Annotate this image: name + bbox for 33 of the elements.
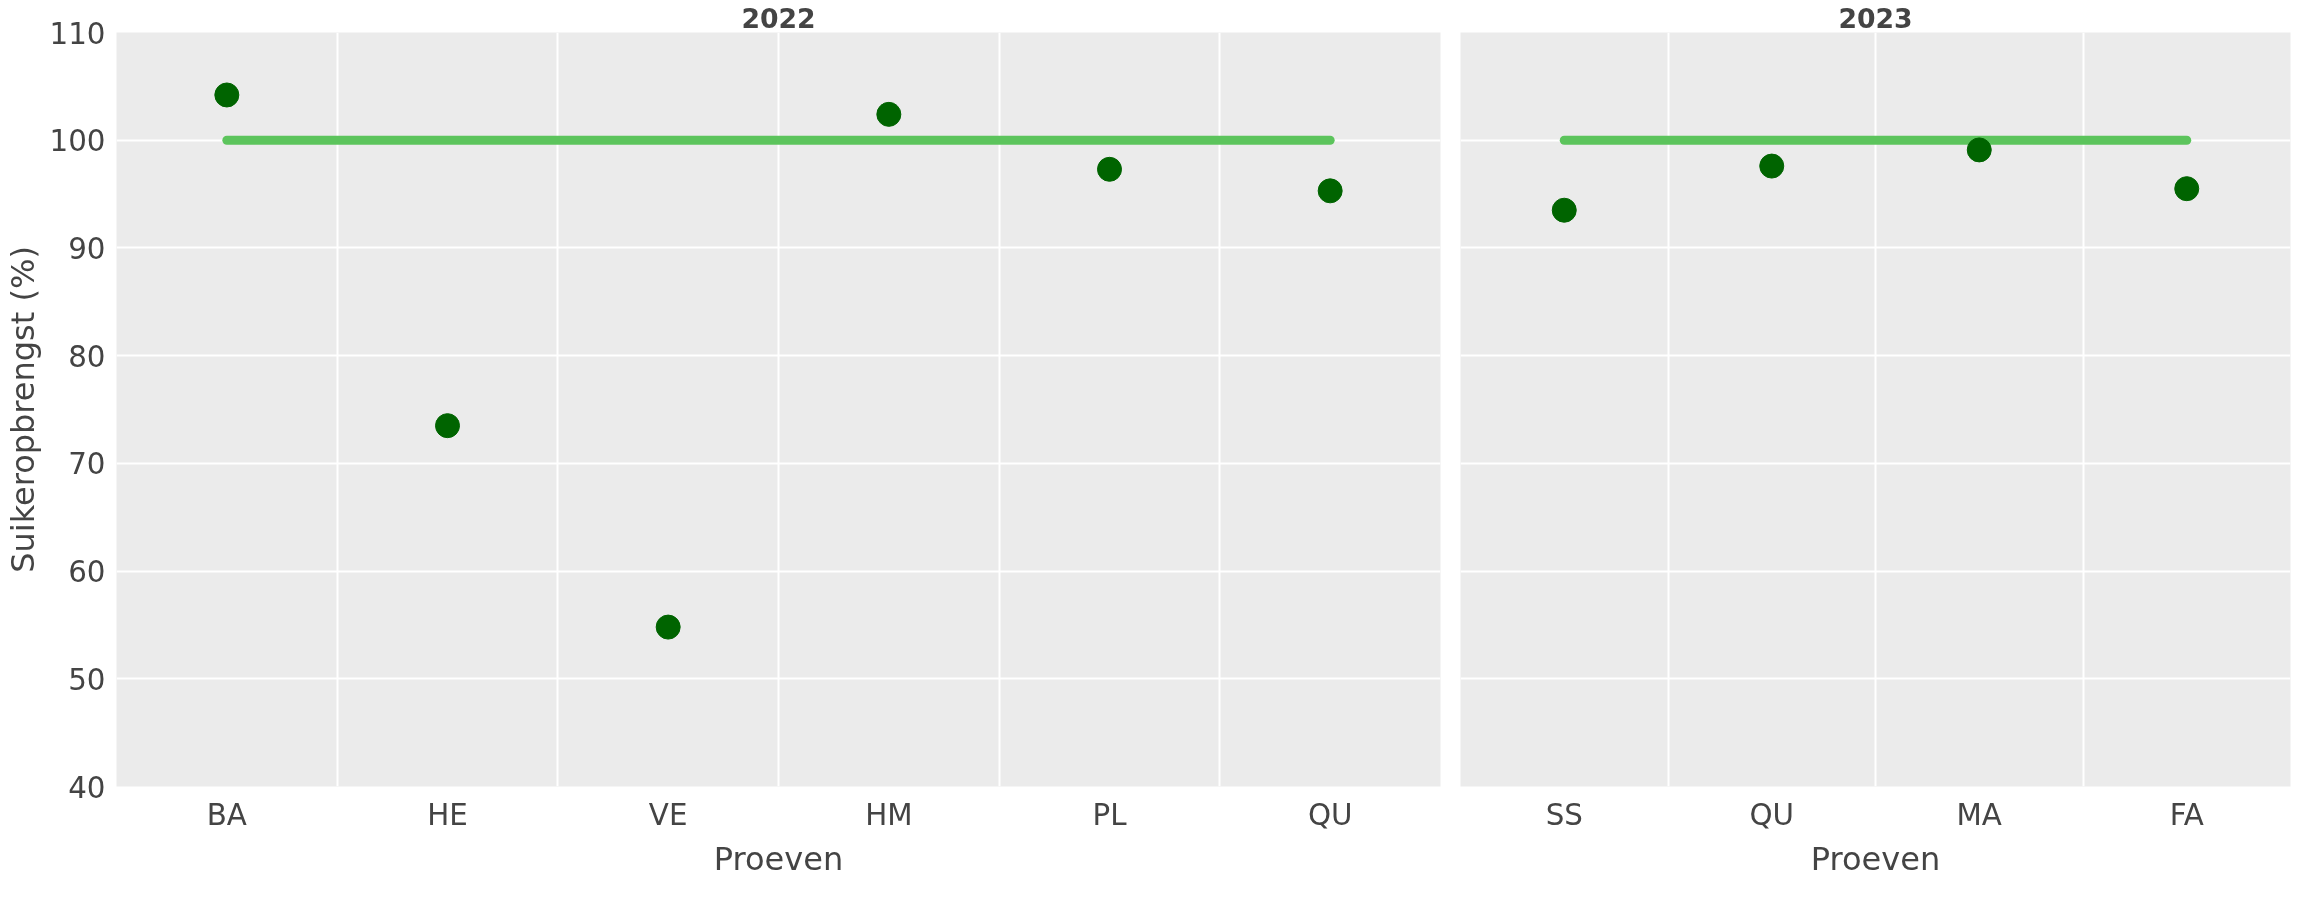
point [435, 413, 460, 439]
x-tick-label: QU [1749, 797, 1795, 832]
y-tick-label: 90 [68, 231, 106, 266]
point [876, 101, 902, 127]
y-tick-label: 70 [68, 447, 106, 482]
x-tick-label: VE [648, 797, 688, 832]
point [1097, 156, 1122, 182]
y-axis-title: Suikeropbrengst (%) [3, 246, 42, 573]
point [1966, 137, 1992, 163]
point [1317, 178, 1343, 204]
point [2174, 176, 2200, 202]
x-tick-label: SS [1545, 797, 1583, 832]
point [655, 614, 681, 640]
point [1759, 153, 1785, 179]
x-tick-label: BA [206, 797, 247, 832]
chart-title: 2022 [741, 2, 816, 34]
point [214, 82, 240, 108]
chart-title: 2023 [1838, 2, 1913, 34]
y-tick-label: 50 [68, 662, 106, 697]
x-tick-label: MA [1956, 797, 2002, 832]
y-tick-label: 80 [68, 339, 106, 374]
y-tick-label: 40 [68, 770, 106, 805]
x-tick-label: HE [427, 797, 468, 832]
x-tick-label: HM [865, 797, 913, 832]
x-tick-label: QU [1307, 797, 1353, 832]
x-axis-title: Proeven [1810, 839, 1941, 878]
y-tick-label: 60 [68, 555, 106, 590]
point [1551, 197, 1577, 223]
x-axis-title: Proeven [713, 839, 844, 878]
y-tick-label: 100 [49, 124, 106, 159]
x-tick-label: FA [2169, 797, 2204, 832]
x-tick-label: PL [1092, 797, 1128, 832]
y-tick-label: 110 [49, 16, 106, 51]
